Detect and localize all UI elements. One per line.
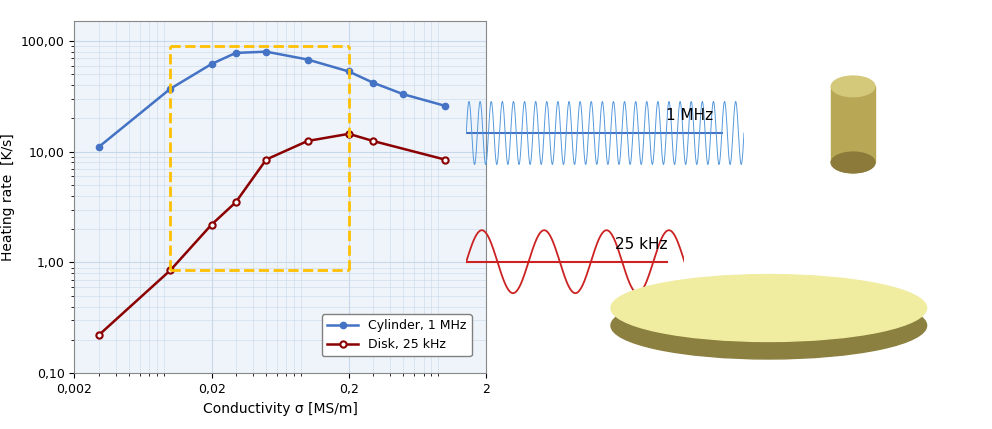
Disk, 25 kHz — [302, 139, 313, 144]
Disk, 25 kHz — [92, 333, 104, 338]
Ellipse shape — [611, 292, 927, 359]
Disk, 25 kHz — [165, 268, 177, 273]
Ellipse shape — [831, 76, 875, 97]
Disk, 25 kHz — [438, 157, 450, 162]
Ellipse shape — [831, 152, 875, 173]
Y-axis label: Heating rate  [K/s]: Heating rate [K/s] — [1, 133, 15, 261]
Disk, 25 kHz — [205, 222, 217, 227]
Disk, 25 kHz — [367, 139, 379, 144]
Text: 25 kHz: 25 kHz — [615, 237, 668, 252]
Ellipse shape — [611, 275, 927, 341]
Cylinder, 1 MHz — [438, 103, 450, 109]
Disk, 25 kHz — [260, 157, 272, 162]
Cylinder, 1 MHz — [230, 50, 242, 55]
Cylinder, 1 MHz — [367, 80, 379, 85]
Text: 1 MHz: 1 MHz — [667, 108, 713, 123]
Legend: Cylinder, 1 MHz, Disk, 25 kHz: Cylinder, 1 MHz, Disk, 25 kHz — [322, 314, 471, 356]
Cylinder, 1 MHz — [260, 49, 272, 54]
Cylinder, 1 MHz — [398, 92, 410, 97]
Line: Cylinder, 1 MHz: Cylinder, 1 MHz — [95, 48, 448, 150]
Line: Disk, 25 kHz: Disk, 25 kHz — [95, 131, 448, 338]
Cylinder, 1 MHz — [302, 57, 313, 62]
Bar — [831, 86, 875, 163]
Cylinder, 1 MHz — [343, 69, 355, 74]
Cylinder, 1 MHz — [205, 61, 217, 66]
Ellipse shape — [831, 152, 875, 173]
X-axis label: Conductivity σ [MS/m]: Conductivity σ [MS/m] — [202, 402, 358, 416]
Disk, 25 kHz — [343, 131, 355, 136]
Disk, 25 kHz — [230, 199, 242, 205]
Cylinder, 1 MHz — [165, 86, 177, 91]
Cylinder, 1 MHz — [92, 145, 104, 150]
